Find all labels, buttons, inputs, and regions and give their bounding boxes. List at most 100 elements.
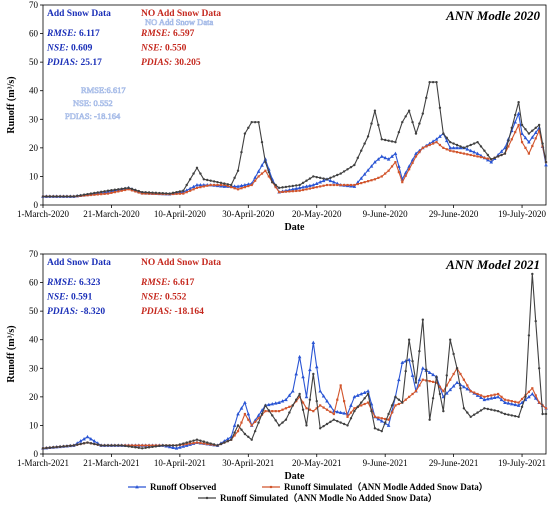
- data-point-sim: [514, 131, 517, 134]
- series-line-sim: [43, 124, 547, 197]
- data-point-obs: [499, 149, 504, 153]
- data-point-noa: [414, 132, 418, 135]
- data-point-obs: [390, 154, 394, 158]
- data-point-noa: [229, 183, 233, 187]
- data-point-noa: [182, 442, 185, 445]
- data-point-sim: [117, 190, 120, 193]
- data-point-obs: [373, 160, 377, 164]
- data-point-sim: [527, 390, 530, 393]
- data-point-noa: [82, 442, 86, 445]
- data-point-noa: [490, 408, 493, 411]
- data-point-obs: [277, 400, 281, 404]
- data-point-noa: [147, 446, 151, 449]
- data-point-obs: [270, 402, 275, 406]
- data-point-sim: [147, 444, 151, 447]
- data-point-sim: [466, 384, 469, 387]
- data-point-noa: [401, 120, 404, 124]
- data-point-sim: [219, 183, 223, 187]
- legend-item-noa: Runoff Simulated（ANN Modle No Added Snow…: [198, 493, 437, 503]
- data-point-obs: [444, 391, 449, 395]
- data-point-sim: [459, 151, 462, 154]
- data-point-noa: [267, 409, 271, 412]
- data-point-noa: [363, 397, 366, 400]
- data-point-sim: [189, 189, 192, 192]
- data-point-sim: [151, 444, 154, 447]
- data-point-noa: [96, 443, 99, 446]
- y-tick-label: 30: [29, 114, 39, 124]
- stat-nse-not-added: NSE: 0.552: [140, 293, 187, 303]
- data-point-sim: [257, 417, 260, 420]
- data-point-sim: [264, 410, 267, 413]
- data-point-noa: [490, 158, 493, 161]
- stat-pdias-added: PDIAS: 25.17: [47, 58, 102, 68]
- data-point-obs: [178, 445, 182, 449]
- data-point-obs: [544, 163, 548, 167]
- data-point-sim: [387, 418, 390, 421]
- data-point-noa: [312, 372, 315, 376]
- data-point-noa: [178, 190, 182, 193]
- data-point-sim: [298, 189, 301, 192]
- data-point-sim: [531, 387, 534, 390]
- data-point-noa: [141, 190, 144, 194]
- data-point-obs: [297, 185, 302, 190]
- stat-nse-added: NSE: 0.591: [46, 293, 93, 303]
- x-tick-label: 9-June-2020: [363, 209, 408, 219]
- data-point-sim: [397, 402, 400, 406]
- data-point-obs: [318, 180, 322, 184]
- data-point-sim: [473, 154, 476, 157]
- series-obs: [41, 340, 548, 450]
- data-point-noa: [298, 183, 301, 187]
- stat-pdias-not-added: PDIAS: -18.164: [141, 307, 204, 317]
- data-point-sim: [216, 183, 219, 187]
- data-point-obs: [451, 145, 456, 150]
- data-point-noa: [144, 446, 147, 450]
- data-point-noa: [349, 417, 353, 420]
- data-point-obs: [284, 397, 288, 402]
- data-point-sim: [185, 191, 188, 194]
- data-point-sim: [425, 379, 428, 382]
- data-point-obs: [253, 175, 257, 179]
- data-point-noa: [52, 446, 55, 449]
- data-point-sim: [274, 186, 277, 189]
- data-point-sim: [449, 149, 452, 152]
- data-point-noa: [363, 142, 366, 145]
- data-point-noa: [517, 415, 520, 419]
- data-point-sim: [144, 444, 147, 447]
- data-point-sim: [212, 183, 216, 187]
- data-point-noa: [435, 375, 438, 379]
- data-point-noa: [500, 153, 503, 157]
- data-point-obs: [359, 176, 364, 180]
- data-point-sim: [366, 180, 370, 183]
- data-point-obs: [239, 183, 244, 188]
- data-point-sim: [250, 424, 253, 427]
- data-point-noa: [425, 96, 428, 100]
- data-point-noa: [41, 447, 45, 450]
- data-point-obs: [386, 423, 391, 427]
- data-point-noa: [435, 80, 438, 84]
- data-point-sim: [438, 143, 442, 147]
- y-tick-label: 10: [29, 171, 39, 181]
- data-point-sim: [366, 401, 370, 404]
- data-point-obs: [472, 150, 476, 154]
- data-point-obs: [489, 160, 494, 164]
- data-point-sim: [195, 186, 199, 189]
- data-point-sim: [301, 401, 305, 404]
- data-point-noa: [117, 188, 120, 191]
- legend: Runoff Observed Runoff Simulated（ANN Modl…: [128, 482, 488, 503]
- data-point-noa: [390, 140, 394, 143]
- data-point-sim: [469, 153, 472, 157]
- data-point-sim: [298, 395, 301, 398]
- x-tick-label: 29-June-2020: [429, 209, 479, 219]
- data-point-noa: [147, 191, 151, 194]
- data-point-noa: [308, 177, 312, 180]
- data-point-noa: [486, 407, 490, 411]
- y-tick-label: 10: [29, 420, 39, 430]
- data-point-noa: [411, 120, 414, 124]
- data-point-noa: [414, 381, 418, 384]
- data-point-noa: [55, 195, 58, 198]
- data-point-obs: [301, 374, 305, 379]
- data-point-sim: [483, 395, 486, 398]
- data-point-noa: [106, 189, 110, 192]
- data-point-obs: [246, 412, 251, 416]
- data-point-sim: [120, 189, 123, 192]
